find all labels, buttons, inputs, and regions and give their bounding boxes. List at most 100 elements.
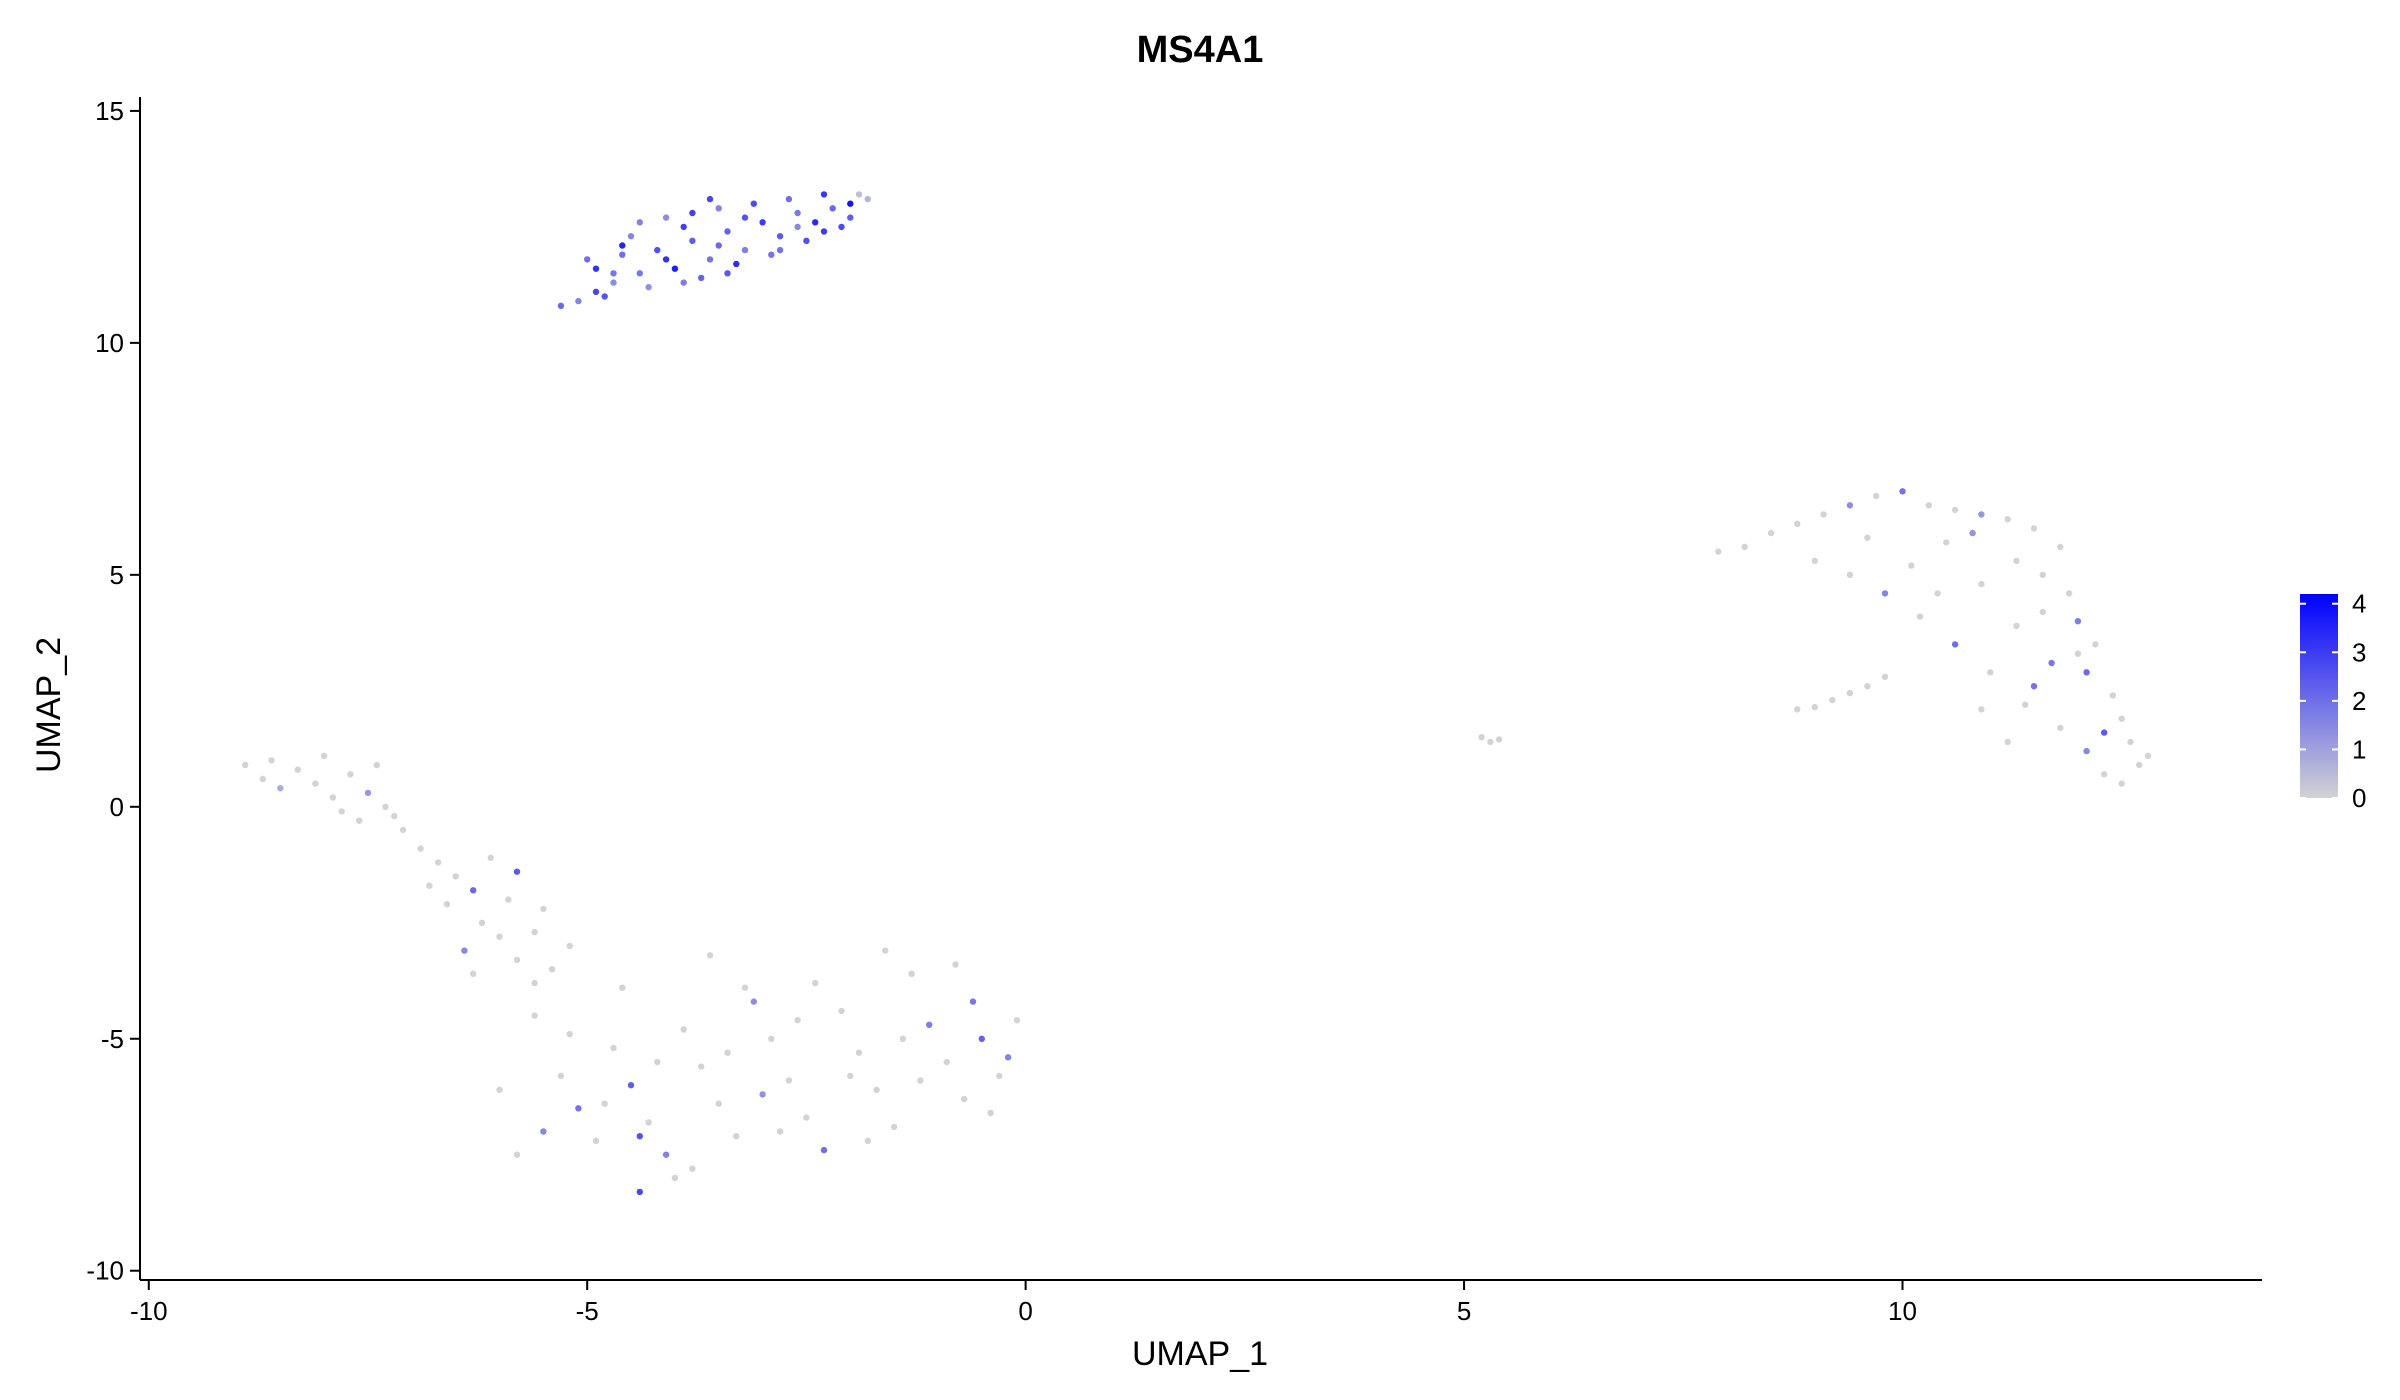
cell-point — [1908, 562, 1915, 569]
cell-point — [1864, 683, 1871, 690]
cell-point — [1811, 703, 1819, 711]
cell-point — [356, 817, 363, 824]
cell-point — [680, 279, 687, 286]
cell-point — [2013, 557, 2020, 565]
cell-point — [566, 1030, 573, 1038]
cell-point — [724, 270, 731, 277]
cell-point — [2144, 752, 2152, 759]
cell-point — [961, 1095, 968, 1103]
cell-point — [1987, 669, 1994, 676]
color-legend-ticks: 0 1 2 3 4 — [2300, 589, 2366, 813]
cell-point — [847, 1072, 854, 1080]
cell-point — [2127, 738, 2134, 746]
x-tick-label: -10 — [130, 1296, 168, 1326]
cell-point — [2004, 516, 2011, 523]
cell-point — [654, 246, 661, 254]
cell-point — [1951, 641, 1959, 648]
legend-tick-label: 3 — [2352, 637, 2366, 667]
cell-point — [1846, 571, 1854, 578]
y-tick-label: 10 — [95, 328, 124, 358]
y-tick-label: 15 — [95, 96, 124, 126]
cell-point — [1794, 706, 1801, 713]
cell-point — [610, 1044, 617, 1052]
cell-point — [391, 812, 398, 820]
cell-point — [619, 251, 626, 258]
cell-point — [338, 808, 345, 815]
cell-point — [759, 1091, 766, 1098]
cell-point — [294, 766, 301, 773]
cell-point — [557, 302, 565, 309]
cell-point — [803, 237, 810, 244]
cell-point — [619, 242, 626, 249]
y-tick-label: -10 — [86, 1256, 124, 1286]
cell-point — [443, 901, 451, 908]
cell-point — [1934, 590, 1941, 597]
cell-point — [2057, 724, 2064, 732]
x-tick-label: 5 — [1457, 1296, 1471, 1326]
cell-point — [768, 251, 775, 258]
cell-point — [364, 789, 372, 797]
cell-point — [645, 284, 652, 291]
cell-point — [2030, 525, 2038, 532]
color-legend-bar — [2300, 594, 2338, 798]
cell-point — [785, 195, 793, 203]
cell-point — [575, 1105, 582, 1112]
cell-point — [399, 826, 407, 834]
y-tick-label: 5 — [110, 560, 124, 590]
cell-point — [1943, 539, 1950, 546]
cell-point — [926, 1021, 933, 1028]
cell-point — [1925, 502, 1933, 509]
cell-point — [882, 947, 889, 954]
cell-point — [847, 214, 854, 221]
cell-point — [2074, 650, 2082, 657]
cell-point — [1916, 613, 1924, 620]
cell-point — [2109, 692, 2117, 699]
cell-point — [2065, 590, 2073, 597]
cell-point — [610, 270, 617, 277]
cell-point — [698, 274, 705, 282]
cell-point — [373, 761, 380, 769]
cell-point — [741, 214, 749, 221]
cell-point — [2118, 780, 2125, 787]
cell-point — [838, 223, 845, 231]
cell-point — [2013, 622, 2020, 630]
cell-point — [847, 200, 854, 207]
cell-point — [320, 752, 328, 759]
cell-point — [329, 794, 337, 801]
cell-point — [908, 970, 915, 977]
cell-point — [531, 928, 538, 936]
x-axis-ticks: -10 -5 0 5 10 — [130, 1280, 1917, 1326]
cell-point — [434, 859, 442, 866]
cell-point — [592, 265, 600, 272]
cell-point — [680, 1026, 687, 1033]
cell-point — [1951, 506, 1959, 514]
cell-point — [698, 1063, 705, 1070]
cell-point — [575, 297, 582, 305]
cell-point — [2030, 683, 2038, 690]
cell-point — [505, 896, 512, 903]
cell-point — [812, 219, 819, 226]
cell-point — [733, 260, 740, 268]
cell-point — [1811, 557, 1819, 565]
cell-point — [610, 279, 617, 286]
legend-tick-label: 2 — [2352, 686, 2366, 716]
cell-point — [2083, 747, 2090, 755]
cell-point — [496, 933, 503, 940]
y-tick-label: 0 — [110, 792, 124, 822]
x-tick-label: -5 — [576, 1296, 599, 1326]
cell-point — [917, 1077, 924, 1084]
cell-point — [2083, 669, 2090, 676]
cell-point — [636, 1133, 643, 1140]
cell-point — [496, 1086, 503, 1094]
cell-point — [513, 956, 521, 964]
cell-point — [1881, 673, 1889, 681]
cell-point — [855, 191, 863, 198]
cell-point — [715, 1100, 722, 1107]
cell-point — [1978, 511, 1985, 518]
cell-point — [943, 1058, 950, 1066]
cell-point — [855, 1049, 863, 1056]
cell-point — [803, 1114, 810, 1121]
cell-point — [987, 1109, 994, 1117]
cell-point — [513, 1151, 521, 1158]
cell-point — [601, 293, 608, 300]
